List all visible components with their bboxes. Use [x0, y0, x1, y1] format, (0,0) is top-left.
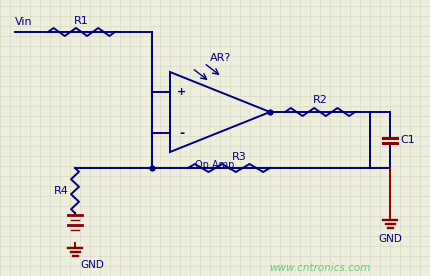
Text: www.cntronics.com: www.cntronics.com [269, 263, 371, 273]
Text: AR?: AR? [210, 53, 231, 63]
Text: GND: GND [378, 234, 402, 244]
Text: Op Amp: Op Amp [195, 160, 235, 170]
Text: C1: C1 [400, 135, 415, 145]
Text: R1: R1 [74, 16, 89, 26]
Text: GND: GND [80, 260, 104, 270]
Text: R3: R3 [232, 152, 246, 162]
Text: -: - [179, 126, 184, 139]
Text: +: + [177, 87, 187, 97]
Text: R4: R4 [54, 185, 69, 195]
Text: Vin: Vin [15, 17, 33, 27]
Text: R2: R2 [313, 95, 327, 105]
